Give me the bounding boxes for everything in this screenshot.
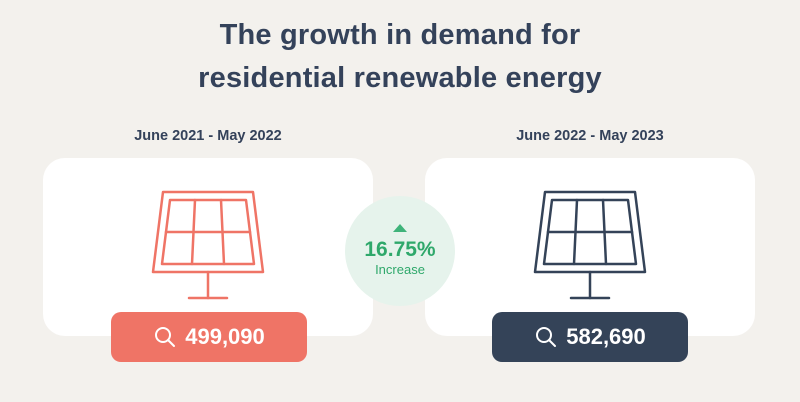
solar-panel-icon bbox=[151, 190, 265, 300]
title-line-2: residential renewable energy bbox=[198, 62, 602, 94]
page-title: The growth in demand for residential ren… bbox=[0, 14, 800, 100]
left-card bbox=[43, 158, 373, 336]
right-value-pill: 582,690 bbox=[492, 312, 688, 362]
increase-badge: 16.75% Increase bbox=[345, 196, 455, 306]
right-card bbox=[425, 158, 755, 336]
right-value: 582,690 bbox=[566, 324, 646, 349]
increase-label: Increase bbox=[375, 262, 425, 277]
solar-panel-icon bbox=[533, 190, 647, 300]
up-triangle-icon bbox=[393, 224, 407, 232]
search-icon bbox=[536, 327, 557, 347]
left-value-pill: 499,090 bbox=[111, 312, 307, 362]
left-value: 499,090 bbox=[185, 324, 265, 349]
search-icon bbox=[155, 327, 176, 347]
title-line-1: The growth in demand for bbox=[219, 19, 581, 51]
right-period-label: June 2022 - May 2023 bbox=[516, 128, 664, 144]
left-period-label: June 2021 - May 2022 bbox=[134, 128, 282, 144]
increase-percent: 16.75% bbox=[364, 238, 436, 261]
